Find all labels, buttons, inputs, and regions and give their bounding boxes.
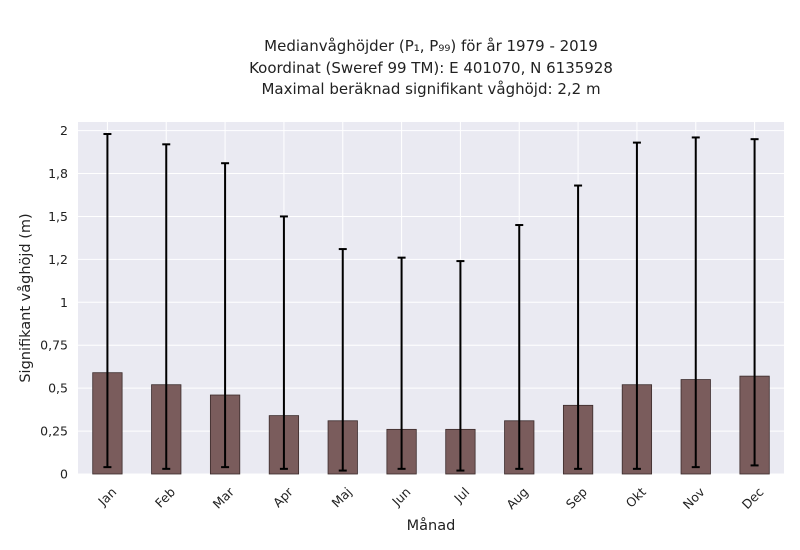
x-tick-label: Dec — [739, 484, 767, 512]
chart-title: Medianvåghöjder (P₁, P₉₉) för år 1979 - … — [249, 37, 613, 98]
x-tick-label: Feb — [152, 484, 178, 510]
y-tick-label: 1,8 — [48, 166, 68, 181]
error-bars — [103, 133, 759, 472]
x-tick-label: Jul — [450, 484, 472, 506]
x-tick-label: Jan — [94, 484, 119, 509]
error-bar-jan — [103, 133, 112, 469]
x-tick-label: Nov — [680, 484, 708, 512]
x-tick-label: Apr — [270, 484, 297, 511]
error-bar-nov — [691, 136, 700, 469]
y-tick-label: 0,5 — [48, 381, 68, 396]
error-bar-apr — [279, 215, 288, 470]
error-bar-jul — [456, 260, 465, 472]
x-tick-label: Aug — [503, 484, 531, 512]
plot-area — [78, 122, 784, 474]
x-tick-label: Mar — [210, 484, 238, 512]
x-tick-label: Sep — [563, 484, 590, 511]
error-bar-maj — [338, 248, 347, 472]
y-tick-label: 2 — [60, 123, 68, 138]
y-tick-label: 1,5 — [48, 209, 68, 224]
error-bar-sep — [574, 184, 583, 470]
y-axis-ticks: 0 0,25 0,5 0,75 1 1,2 1,5 1,8 2 — [40, 123, 68, 481]
y-tick-label: 0,75 — [40, 338, 68, 353]
x-axis-label: Månad — [407, 517, 456, 534]
y-tick-label: 0,25 — [40, 424, 68, 439]
chart-title-line-1: Medianvåghöjder (P₁, P₉₉) för år 1979 - … — [264, 37, 598, 55]
error-bar-jun — [397, 256, 406, 470]
x-tick-label: Okt — [623, 484, 649, 510]
chart-title-line-2: Koordinat (Sweref 99 TM): E 401070, N 61… — [249, 59, 613, 77]
y-tick-label: 1 — [60, 295, 68, 310]
y-axis-label: Signifikant våghöjd (m) — [17, 213, 34, 382]
error-bar-mar — [221, 162, 230, 469]
x-tick-label: Jun — [388, 484, 413, 509]
y-tick-label: 0 — [60, 467, 68, 482]
error-bar-aug — [515, 224, 524, 470]
chart-title-line-3: Maximal beräknad signifikant våghöjd: 2,… — [261, 80, 600, 98]
error-bar-okt — [632, 141, 641, 470]
error-bar-feb — [162, 143, 171, 470]
x-tick-label: Maj — [329, 484, 355, 510]
error-bar-dec — [750, 138, 759, 467]
x-axis-ticks: Jan Feb Mar Apr Maj Jun Jul Aug Sep Okt Nov Dec — [94, 484, 766, 512]
y-tick-label: 1,2 — [48, 252, 68, 267]
